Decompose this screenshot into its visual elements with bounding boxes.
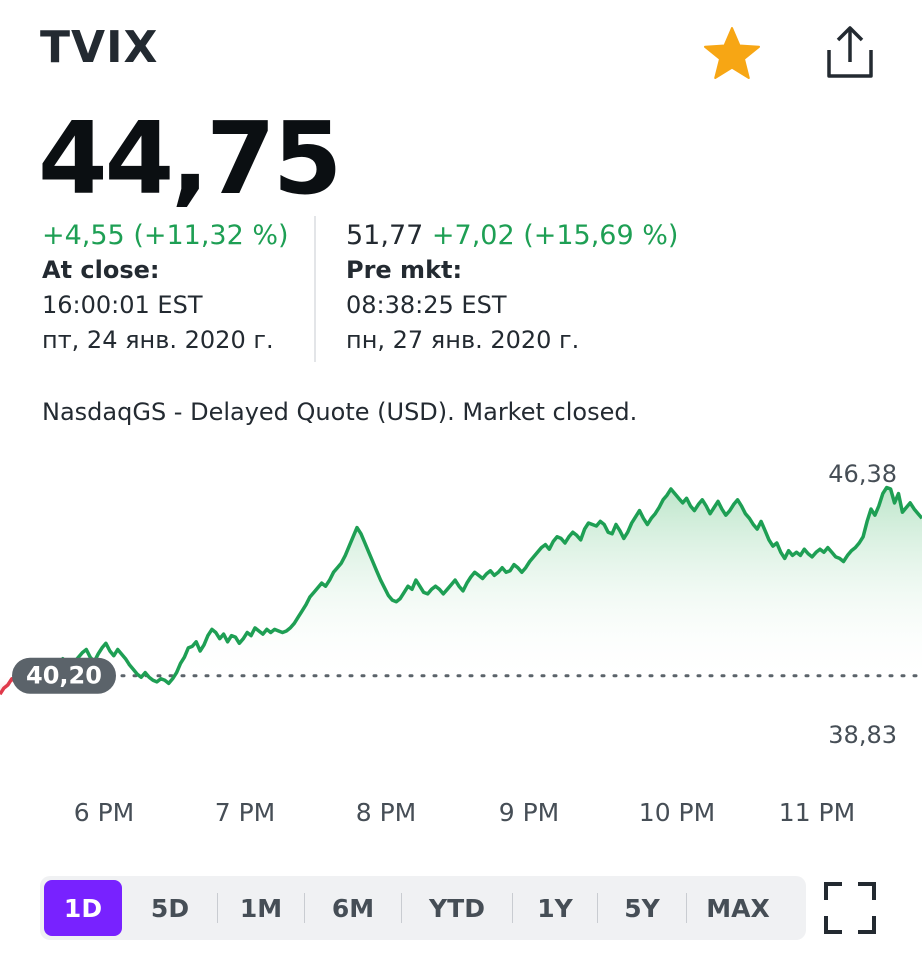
timeframe-max-button[interactable]: MAX	[706, 893, 770, 923]
x-tick-label: 11 PM	[779, 798, 855, 827]
previous-close-badge: 40,20	[12, 657, 116, 694]
premarket-label: Pre mkt:	[346, 256, 463, 284]
timeframe-5d-button[interactable]: 5D	[150, 893, 190, 923]
low-label: 38,83	[828, 721, 897, 749]
timeframe-6m-button[interactable]: 6M	[331, 893, 375, 923]
timeframe-separator	[686, 893, 687, 923]
x-tick-label: 8 PM	[356, 798, 417, 827]
close-time: 16:00:01 EST	[42, 291, 203, 319]
timeframe-ytd-button[interactable]: YTD	[429, 893, 485, 923]
premarket-date: пн, 27 янв. 2020 г.	[346, 326, 580, 354]
close-label: At close:	[42, 256, 160, 284]
x-tick-label: 10 PM	[639, 798, 715, 827]
premarket-time: 08:38:25 EST	[346, 291, 507, 319]
price-area-up	[39, 487, 922, 684]
timeframe-separator	[401, 893, 402, 923]
timeframe-separator	[597, 893, 598, 923]
favorite-button[interactable]	[702, 26, 762, 80]
timeframe-separator	[217, 893, 218, 923]
star-icon	[704, 27, 760, 79]
timeframe-1m-button[interactable]: 1M	[239, 893, 283, 923]
timeframe-separator	[304, 893, 305, 923]
share-button[interactable]	[822, 22, 878, 82]
share-icon	[827, 26, 873, 78]
premarket-info: 51,77 +7,02 (+15,69 %) Pre mkt: 08:38:25…	[346, 218, 678, 358]
x-tick-label: 6 PM	[74, 798, 135, 827]
timeframe-1d-button[interactable]: 1D	[44, 880, 122, 936]
price-line-up	[38, 485, 922, 686]
x-tick-label: 9 PM	[499, 798, 560, 827]
fullscreen-button[interactable]	[822, 880, 878, 936]
close-info: +4,55 (+11,32 %) At close: 16:00:01 EST …	[42, 218, 289, 358]
ticker-symbol: TVIX	[40, 22, 159, 73]
price-chart[interactable]: 40,20 46,38 38,83 6 PM 7 PM 8 PM 9 PM 10 PM 1…	[0, 440, 922, 850]
timeframe-1y-button[interactable]: 1Y	[537, 893, 573, 923]
timeframe-separator	[512, 893, 513, 923]
timeframe-selector: 1D 5D 1M 6M YTD 1Y 5Y MAX	[40, 876, 806, 940]
exchange-note: NasdaqGS - Delayed Quote (USD). Market c…	[42, 398, 638, 426]
timeframe-5y-button[interactable]: 5Y	[624, 893, 660, 923]
premarket-price: 51,77	[346, 220, 424, 251]
previous-close-label: 40,20	[26, 662, 102, 690]
premarket-change: +7,02 (+15,69 %)	[431, 220, 679, 251]
fullscreen-icon	[824, 882, 876, 934]
current-price: 44,75	[38, 100, 342, 217]
high-label: 46,38	[828, 460, 897, 488]
close-date: пт, 24 янв. 2020 г.	[42, 326, 274, 354]
quote-divider	[314, 216, 316, 362]
close-change: +4,55 (+11,32 %)	[42, 220, 289, 251]
x-tick-label: 7 PM	[215, 798, 276, 827]
